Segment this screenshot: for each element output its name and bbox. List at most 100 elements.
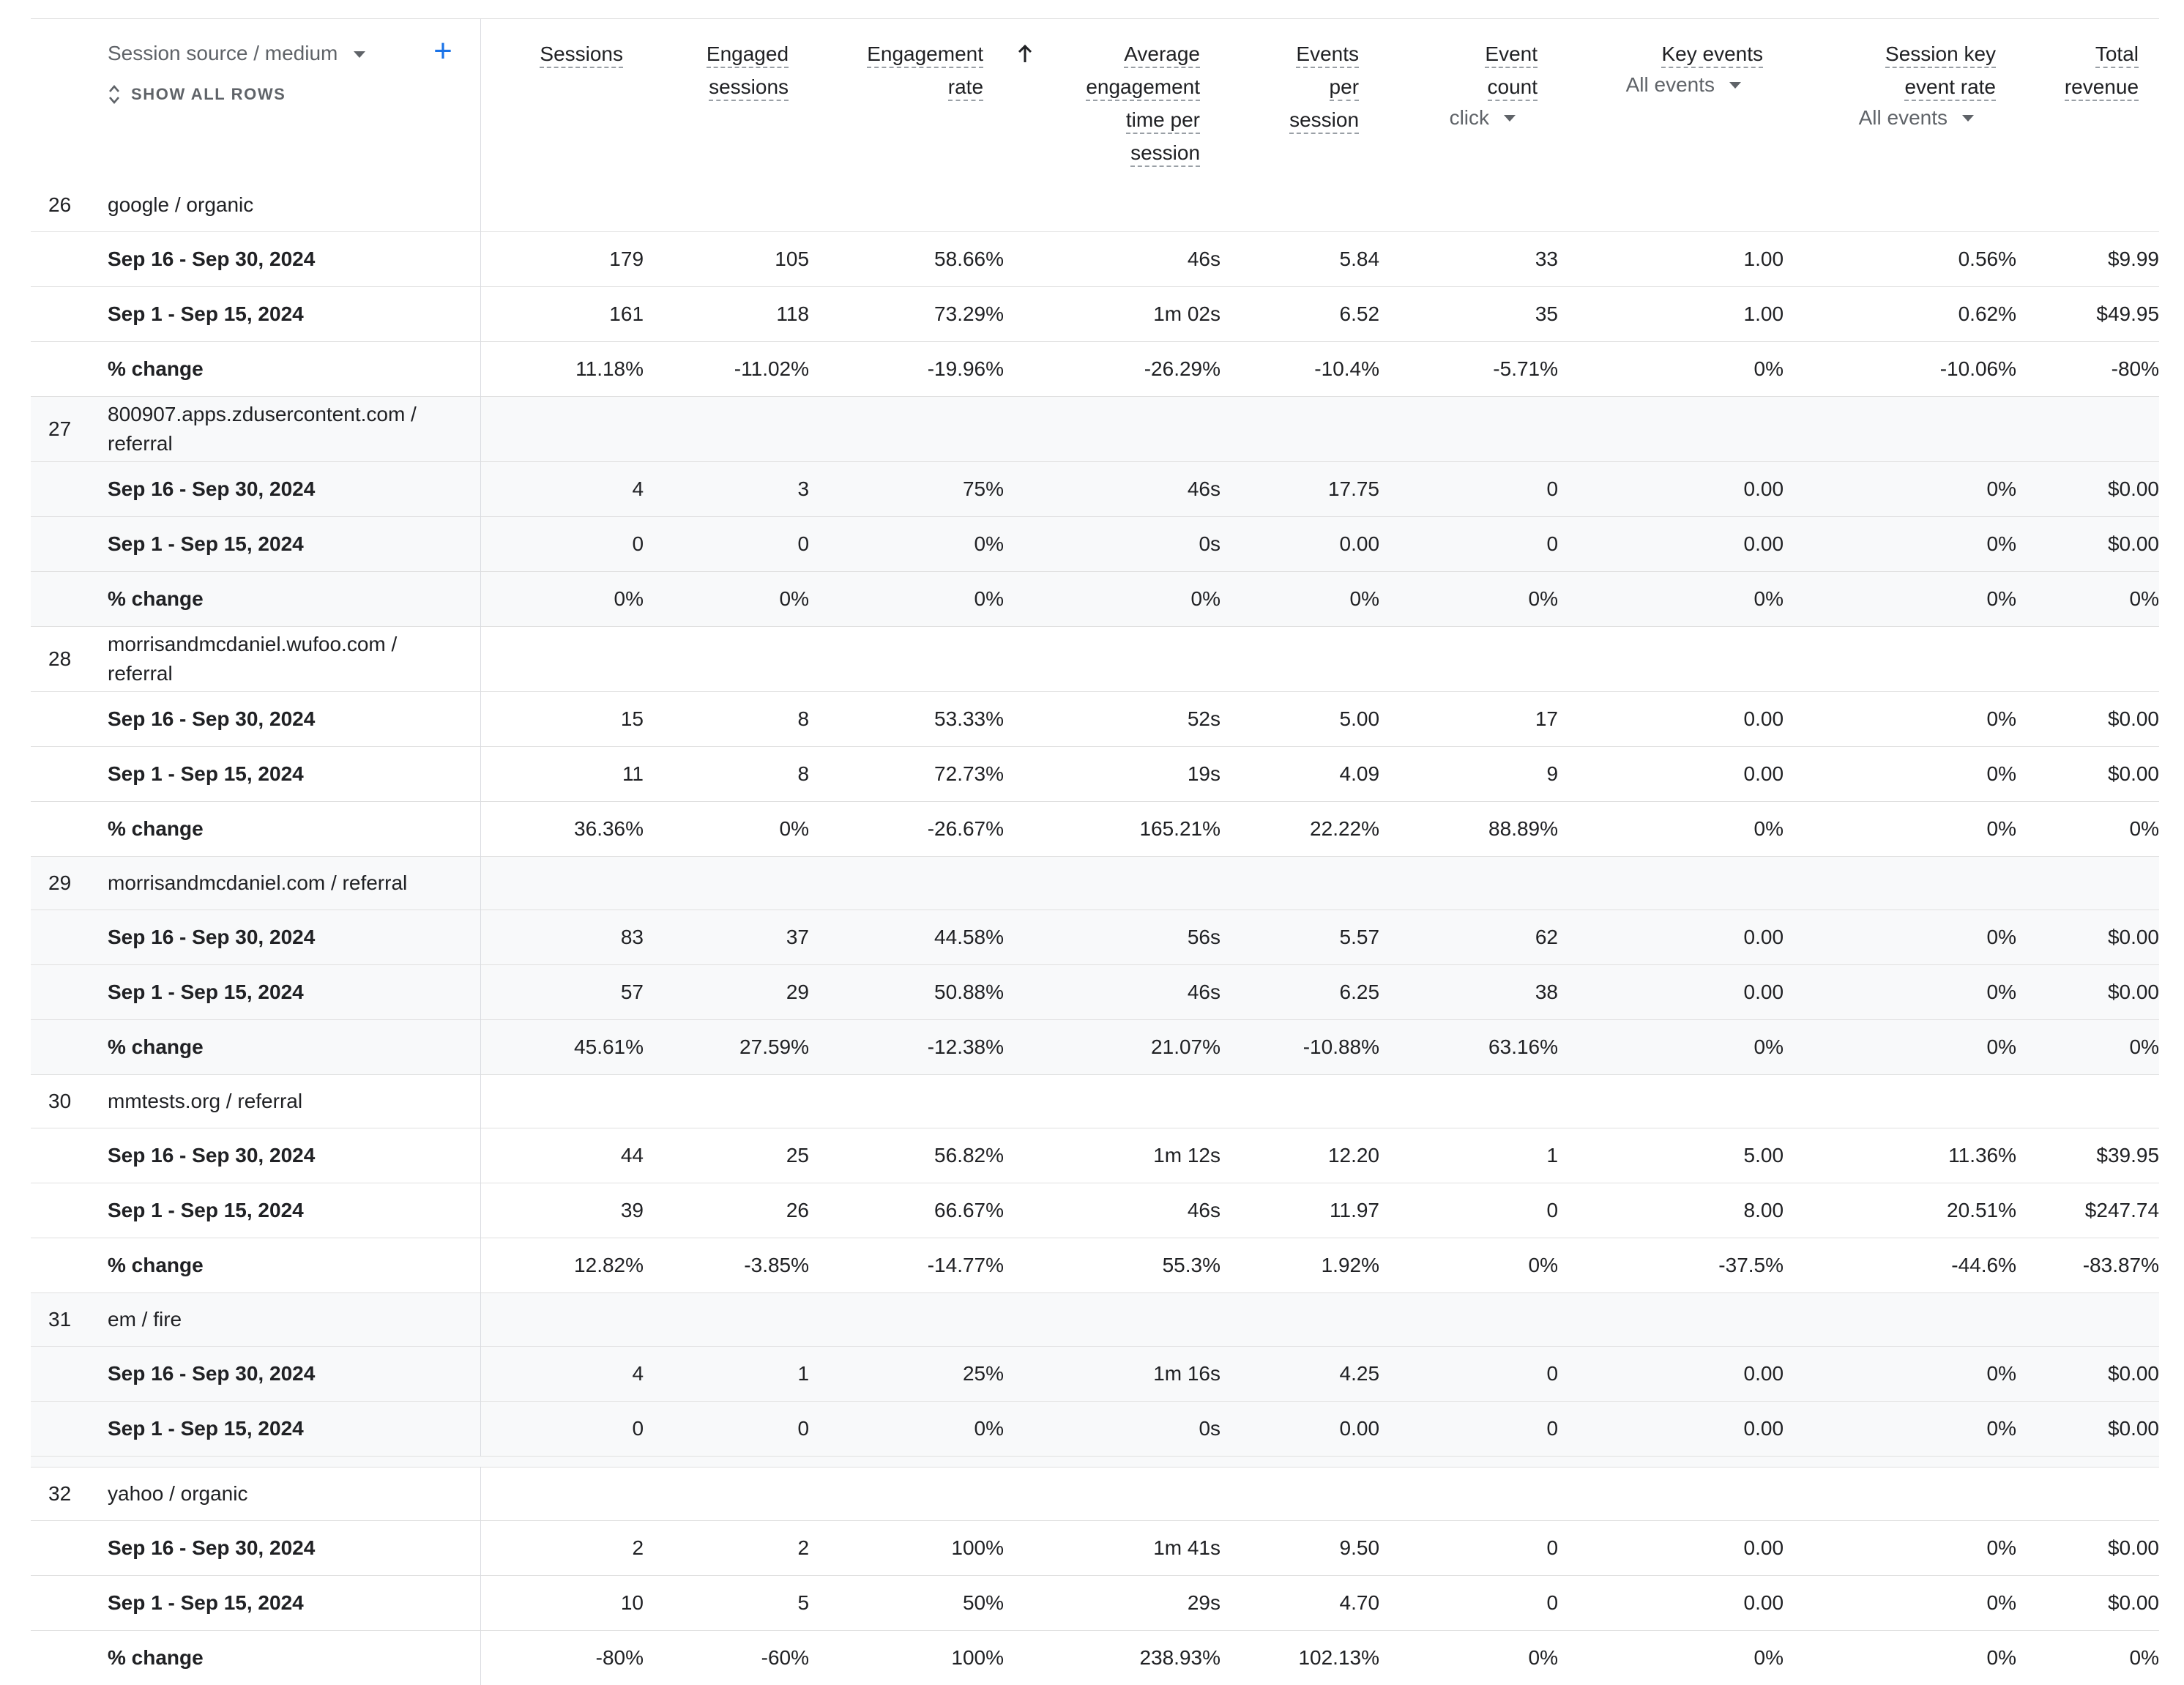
show-all-rows-button[interactable]: SHOW ALL ROWS: [108, 83, 480, 105]
cell-rev: $0.00: [2016, 1576, 2159, 1631]
row-label: Sep 1 - Sep 15, 2024: [77, 1183, 480, 1238]
row-number: 32: [31, 1468, 77, 1521]
cell-avgtime: 29s: [1004, 1576, 1220, 1631]
cell-keyev: 0.00: [1558, 965, 1784, 1020]
cell-sessions: 0: [480, 517, 644, 572]
cell-keyev: 0%: [1558, 1020, 1784, 1075]
column-event-dropdown[interactable]: All events: [1784, 105, 1996, 130]
row-label: % change: [77, 342, 480, 397]
cell-rev: $0.00: [2016, 692, 2159, 747]
cell-keyev: 1.00: [1558, 232, 1784, 287]
cell-engaged: 0: [644, 517, 809, 572]
cell-eps: 0.00: [1220, 1402, 1379, 1457]
cell-rev: 0%: [2016, 802, 2159, 857]
cell-avgtime: -26.29%: [1004, 342, 1220, 397]
cell-rate: 66.67%: [809, 1183, 1004, 1238]
row-label: Sep 1 - Sep 15, 2024: [77, 1576, 480, 1631]
cell-keyev: 8.00: [1558, 1183, 1784, 1238]
cell-evcount: 35: [1379, 287, 1558, 342]
cell-sessions: 11: [480, 747, 644, 802]
cell-engaged: 29: [644, 965, 809, 1020]
cell-skr: 0%: [1784, 462, 2016, 517]
cell-eps: 0.00: [1220, 517, 1379, 572]
cell-rate: 0%: [809, 572, 1004, 627]
cell-evcount: 33: [1379, 232, 1558, 287]
cell-eps: 4.25: [1220, 1347, 1379, 1402]
cell-skr: -10.06%: [1784, 342, 2016, 397]
cell-rate: 44.58%: [809, 910, 1004, 965]
cell-evcount: 0: [1379, 462, 1558, 517]
cell-eps: 6.25: [1220, 965, 1379, 1020]
cell-sessions: -80%: [480, 1631, 644, 1685]
row-label: % change: [77, 1631, 480, 1685]
column-header-sessions[interactable]: Sessions: [480, 19, 644, 179]
column-event-dropdown[interactable]: click: [1379, 105, 1538, 130]
cell-engaged: 5: [644, 1576, 809, 1631]
cell-avgtime: 19s: [1004, 747, 1220, 802]
group-name-line: morrisandmcdaniel.wufoo.com /: [108, 630, 480, 659]
cell-avgtime: 0s: [1004, 1402, 1220, 1457]
column-header-label: count: [1488, 75, 1538, 101]
cell-skr: 0%: [1784, 1020, 2016, 1075]
dimension-dropdown[interactable]: Session source / medium: [108, 41, 480, 66]
cell-avgtime: 1m 02s: [1004, 287, 1220, 342]
row-label: Sep 16 - Sep 30, 2024: [77, 1521, 480, 1576]
group-name: 800907.apps.zdusercontent.com /referral: [77, 397, 480, 462]
cell-keyev: 1.00: [1558, 287, 1784, 342]
cell-eps: 12.20: [1220, 1128, 1379, 1183]
row-label: Sep 1 - Sep 15, 2024: [77, 965, 480, 1020]
cell-rate: 0%: [809, 1402, 1004, 1457]
row-label: Sep 16 - Sep 30, 2024: [77, 462, 480, 517]
cell-engaged: 1: [644, 1347, 809, 1402]
cell-avgtime: 1m 16s: [1004, 1347, 1220, 1402]
cell-eps: 102.13%: [1220, 1631, 1379, 1685]
cell-sessions: 15: [480, 692, 644, 747]
column-header-label: session: [1130, 141, 1200, 167]
column-event-dropdown[interactable]: All events: [1558, 72, 1763, 97]
cell-skr: 0%: [1784, 1347, 2016, 1402]
row-label: Sep 1 - Sep 15, 2024: [77, 517, 480, 572]
cell-eps: -10.4%: [1220, 342, 1379, 397]
cell-skr: 0%: [1784, 517, 2016, 572]
cell-avgtime: 55.3%: [1004, 1238, 1220, 1293]
cell-sessions: 36.36%: [480, 802, 644, 857]
row-number: 31: [31, 1293, 77, 1347]
cell-rate: -19.96%: [809, 342, 1004, 397]
cell-engaged: 25: [644, 1128, 809, 1183]
column-header-label: time per: [1126, 108, 1200, 134]
cell-eps: -10.88%: [1220, 1020, 1379, 1075]
group-name: yahoo / organic: [77, 1468, 480, 1521]
cell-eps: 4.70: [1220, 1576, 1379, 1631]
cell-evcount: 0: [1379, 1183, 1558, 1238]
cell-eps: 11.97: [1220, 1183, 1379, 1238]
cell-rev: $9.99: [2016, 232, 2159, 287]
cell-keyev: 0%: [1558, 572, 1784, 627]
add-dimension-button[interactable]: +: [426, 35, 460, 69]
cell-engaged: 8: [644, 747, 809, 802]
cell-rate: -26.67%: [809, 802, 1004, 857]
cell-avgtime: 0%: [1004, 572, 1220, 627]
row-number: 30: [31, 1075, 77, 1128]
